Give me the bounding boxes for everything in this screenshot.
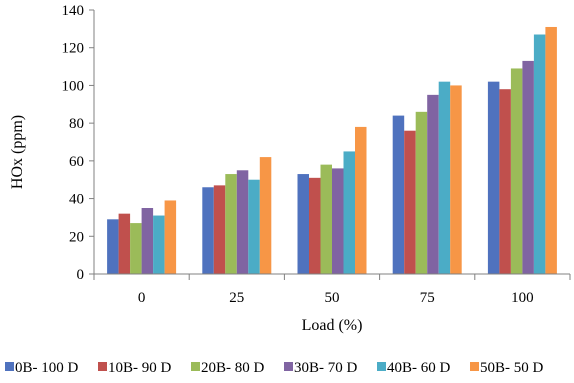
bar-20b-80d-25 [225,174,237,274]
bar-20b-80d-75 [415,111,428,274]
bar-0b-100d-0 [107,219,119,274]
bar-0b-100d-50 [297,174,309,274]
legend-swatch-10b-90d [98,362,107,371]
x-tick-label-100: 100 [511,290,534,306]
bar-0b-100d-75 [392,115,405,274]
legend-label-0b-100d: 0B- 100 D [15,360,79,376]
bar-30b-70d-25 [236,170,249,274]
y-tick-label-100: 100 [62,78,85,94]
y-tick-label-20: 20 [69,229,84,245]
bar-10b-90d-25 [213,185,226,274]
bar-50b-50d-0 [164,200,177,274]
bar-40b-60d-25 [248,179,260,274]
bars-group [107,26,557,275]
bar-10b-90d-0 [118,213,131,274]
bar-50b-50d-100 [545,26,557,274]
x-tick-label-75: 75 [420,290,435,306]
axes-group: 0 20 40 60 80 100 120 140 0 25 50 75 100 [62,3,571,306]
bar-50b-50d-50 [355,126,367,274]
y-tick-label-80: 80 [69,116,84,132]
bar-10b-90d-100 [499,89,511,274]
bar-40b-60d-0 [153,215,165,274]
y-tick-label-140: 140 [62,3,85,19]
bar-0b-100d-25 [202,187,214,274]
bar-20b-80d-100 [510,68,523,275]
bar-20b-80d-0 [130,223,142,274]
x-tick-label-0: 0 [138,290,146,306]
legend-label-30b-70d: 30B- 70 D [294,360,358,376]
legend-swatch-30b-70d [284,362,293,371]
legend-swatch-20b-80d [191,362,200,371]
bar-50b-50d-75 [450,85,462,275]
legend-label-40b-60d: 40B- 60 D [387,360,451,376]
y-tick-label-0: 0 [77,267,85,283]
legend-swatch-0b-100d [5,362,14,371]
legend-swatch-50b-50d [470,362,479,371]
bar-30b-70d-0 [141,208,154,274]
bar-40b-60d-75 [438,81,451,274]
x-axis-title: Load (%) [302,317,363,334]
legend-label-50b-50d: 50B- 50 D [480,360,544,376]
y-axis-title: HOx (ppm) [9,115,26,189]
x-tick-label-25: 25 [229,290,244,306]
bar-30b-70d-75 [427,94,439,274]
legend-label-10b-90d: 10B- 90 D [108,360,172,376]
y-tick-label-120: 120 [62,41,85,57]
legend-label-20b-80d: 20B- 80 D [201,360,265,376]
legend: 0B- 100 D 10B- 90 D 20B- 80 D 30B- 70 D 40B-… [5,360,544,376]
legend-swatch-40b-60d [377,362,386,371]
bar-40b-60d-50 [343,151,355,274]
y-tick-label-40: 40 [69,192,84,208]
bar-40b-60d-100 [533,34,546,275]
x-tick-label-50: 50 [325,290,340,306]
bar-30b-70d-50 [332,168,344,274]
bar-30b-70d-100 [522,60,534,274]
bar-20b-80d-50 [320,164,332,274]
bar-10b-90d-75 [404,130,416,274]
bar-10b-90d-50 [309,177,321,274]
y-tick-label-60: 60 [69,154,84,170]
bar-0b-100d-100 [487,81,500,274]
bar-50b-50d-25 [259,157,272,274]
